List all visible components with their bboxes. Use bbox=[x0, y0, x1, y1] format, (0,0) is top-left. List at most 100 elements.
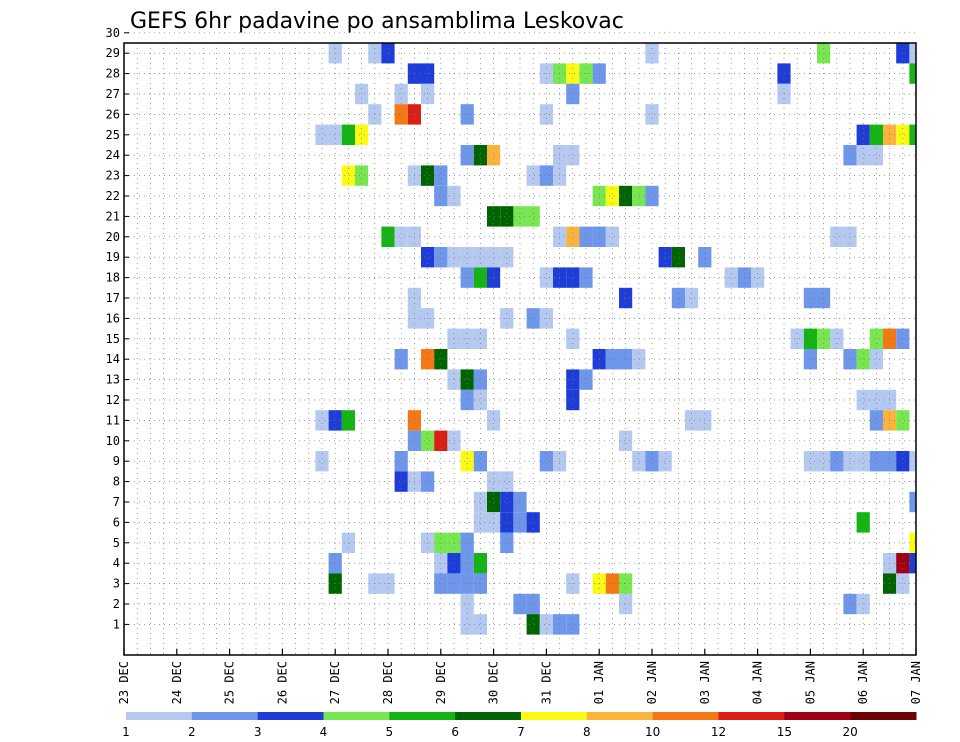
y-tick-label: 23 bbox=[106, 169, 120, 183]
y-tick-label: 22 bbox=[106, 189, 120, 203]
y-tick-label: 29 bbox=[106, 46, 120, 60]
heatmap-cell bbox=[473, 267, 487, 288]
legend-label: 20 bbox=[843, 725, 858, 739]
heatmap-cell bbox=[460, 532, 474, 553]
heatmap-cell bbox=[909, 124, 916, 145]
heatmap-cell bbox=[421, 471, 435, 492]
legend-swatch bbox=[521, 712, 588, 720]
heatmap-cell bbox=[526, 206, 540, 227]
heatmap-cell bbox=[500, 247, 514, 268]
plot-frame bbox=[123, 42, 917, 656]
heatmap-cell bbox=[487, 247, 501, 268]
legend-label: 5 bbox=[386, 725, 394, 739]
heatmap-cell bbox=[500, 512, 514, 533]
heatmap-cell bbox=[856, 145, 870, 166]
heatmap-cell bbox=[830, 226, 844, 247]
x-tick-label: 27 DEC bbox=[328, 661, 342, 704]
y-tick-label: 10 bbox=[106, 434, 120, 448]
y-tick-label: 18 bbox=[106, 271, 120, 285]
heatmap-cell bbox=[632, 349, 646, 370]
legend-swatch bbox=[718, 712, 785, 720]
heatmap-cell bbox=[645, 104, 659, 125]
x-tick-label: 03 JAN bbox=[698, 661, 712, 704]
y-tick-label: 13 bbox=[106, 373, 120, 387]
legend-label: 2 bbox=[188, 725, 196, 739]
heatmap-cell bbox=[619, 349, 633, 370]
heatmap-cell bbox=[817, 451, 831, 472]
heatmap-cell bbox=[394, 104, 408, 125]
heatmap-cell bbox=[566, 267, 580, 288]
legend-label: 3 bbox=[254, 725, 262, 739]
legend-label: 4 bbox=[320, 725, 328, 739]
heatmap-cell bbox=[658, 451, 672, 472]
legend-label: 15 bbox=[777, 725, 792, 739]
heatmap-cell bbox=[526, 165, 540, 186]
y-tick-label: 15 bbox=[106, 332, 120, 346]
heatmap-cell bbox=[566, 226, 580, 247]
heatmap-cell bbox=[566, 369, 580, 390]
heatmap-cell bbox=[421, 349, 435, 370]
heatmap-cell bbox=[909, 532, 916, 553]
heatmap-cell bbox=[909, 63, 916, 84]
heatmap-cell bbox=[487, 512, 501, 533]
heatmap-cell bbox=[803, 349, 817, 370]
legend-label: 10 bbox=[645, 725, 660, 739]
heatmap-cell bbox=[315, 124, 329, 145]
heatmap-cell bbox=[460, 267, 474, 288]
y-tick-label: 28 bbox=[106, 67, 120, 81]
heatmap-cell bbox=[566, 389, 580, 411]
heatmap-cell bbox=[685, 410, 699, 431]
heatmap-cell bbox=[869, 145, 883, 166]
y-tick-label: 11 bbox=[106, 413, 120, 427]
heatmap-cell bbox=[671, 247, 685, 268]
x-tick-label: 23 DEC bbox=[117, 661, 131, 704]
x-tick-label: 01 JAN bbox=[592, 661, 606, 704]
y-tick-label: 5 bbox=[113, 536, 120, 550]
y-tick-label: 27 bbox=[106, 87, 120, 101]
heatmap-cell bbox=[869, 349, 883, 370]
y-tick-label: 4 bbox=[113, 556, 120, 570]
y-tick-label: 26 bbox=[106, 107, 120, 121]
heatmap-cell bbox=[355, 124, 369, 145]
gridlines bbox=[124, 32, 916, 655]
heatmap-cell bbox=[500, 532, 514, 553]
heatmap-cell bbox=[579, 369, 593, 390]
heatmap-cell bbox=[460, 104, 474, 125]
heatmap-cell bbox=[896, 410, 910, 431]
legend-swatch bbox=[257, 712, 324, 720]
heatmap-cell bbox=[856, 451, 870, 472]
y-tick-label: 25 bbox=[106, 128, 120, 142]
x-axis-ticks: 23 DEC 24 DEC 25 DEC 26 DEC 27 DEC 28 DEC 29 D… bbox=[117, 649, 923, 704]
heatmap-cell bbox=[526, 614, 540, 635]
legend-swatch bbox=[191, 712, 259, 720]
heatmap-cells bbox=[315, 43, 916, 635]
y-tick-label: 2 bbox=[113, 597, 120, 611]
heatmap-cell bbox=[605, 226, 619, 247]
legend-swatch bbox=[652, 712, 719, 720]
legend-label: 7 bbox=[517, 725, 525, 739]
legend-label: 1 bbox=[122, 725, 130, 739]
y-tick-label: 16 bbox=[106, 311, 120, 325]
y-tick-label: 21 bbox=[106, 209, 120, 223]
heatmap-cell bbox=[460, 145, 474, 166]
heatmap-cell bbox=[434, 349, 448, 370]
heatmap-cell bbox=[315, 410, 329, 431]
heatmap-cell bbox=[751, 267, 765, 288]
y-tick-label: 19 bbox=[106, 250, 120, 264]
heatmap-cell bbox=[539, 614, 553, 635]
heatmap-cell bbox=[341, 532, 355, 553]
heatmap-cell bbox=[328, 410, 342, 431]
y-tick-label: 8 bbox=[113, 475, 120, 489]
heatmap-cell bbox=[473, 451, 487, 472]
heatmap-cell bbox=[909, 43, 916, 64]
heatmap-cell bbox=[434, 185, 448, 207]
y-tick-label: 30 bbox=[106, 26, 120, 40]
heatmap-cell bbox=[315, 451, 329, 472]
heatmap-cell bbox=[473, 369, 487, 390]
heatmap-cell bbox=[632, 451, 646, 472]
heatmap-cell bbox=[539, 165, 553, 186]
y-tick-label: 12 bbox=[106, 393, 120, 407]
heatmap-cell bbox=[421, 532, 435, 553]
color-legend: 1 2 3 4 5 6 7 8 10 12 15 20 bbox=[122, 712, 917, 739]
